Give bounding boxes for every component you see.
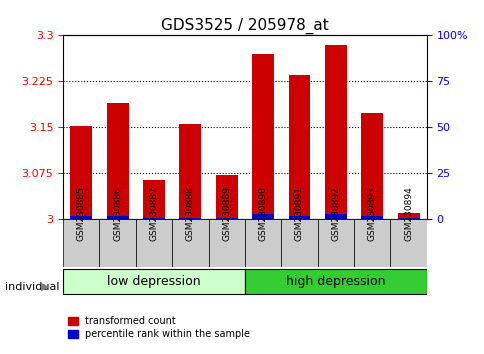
Bar (70, 216, 92, 219)
Text: GSM230888: GSM230888 (185, 186, 195, 241)
FancyBboxPatch shape (281, 219, 317, 267)
Bar (215, 175, 237, 219)
Bar (252, 54, 273, 219)
Bar (324, 214, 346, 219)
Text: GSM230894: GSM230894 (403, 186, 412, 241)
Bar (361, 113, 382, 219)
FancyBboxPatch shape (208, 219, 244, 267)
Bar (215, 218, 237, 219)
Bar (106, 103, 128, 219)
FancyBboxPatch shape (63, 219, 99, 267)
Text: GSM230890: GSM230890 (258, 186, 267, 241)
FancyBboxPatch shape (353, 219, 390, 267)
Text: GSM230893: GSM230893 (367, 186, 376, 241)
Bar (397, 213, 419, 219)
FancyBboxPatch shape (390, 219, 426, 267)
FancyBboxPatch shape (99, 219, 136, 267)
Bar (70, 126, 92, 219)
Text: GSM230891: GSM230891 (294, 186, 303, 241)
Legend: transformed count, percentile rank within the sample: transformed count, percentile rank withi… (68, 316, 250, 339)
Bar (288, 75, 310, 219)
Bar (324, 45, 346, 219)
Text: GSM230887: GSM230887 (149, 186, 158, 241)
Bar (288, 216, 310, 219)
Bar (143, 179, 165, 219)
Bar (252, 214, 273, 219)
Bar (397, 218, 419, 219)
Text: GSM230885: GSM230885 (76, 186, 86, 241)
Bar (361, 216, 382, 219)
FancyBboxPatch shape (136, 219, 172, 267)
Text: high depression: high depression (286, 275, 385, 288)
Text: GSM230889: GSM230889 (222, 186, 231, 241)
Text: low depression: low depression (107, 275, 200, 288)
Text: GSM230892: GSM230892 (331, 186, 340, 241)
FancyBboxPatch shape (172, 219, 208, 267)
Text: GSM230886: GSM230886 (113, 186, 122, 241)
FancyBboxPatch shape (63, 269, 244, 294)
FancyBboxPatch shape (244, 219, 281, 267)
Bar (106, 216, 128, 219)
Bar (179, 124, 201, 219)
Bar (143, 218, 165, 219)
Title: GDS3525 / 205978_at: GDS3525 / 205978_at (161, 18, 328, 34)
Text: ▶: ▶ (41, 282, 50, 292)
FancyBboxPatch shape (244, 269, 426, 294)
Text: individual: individual (5, 282, 59, 292)
Bar (179, 218, 201, 219)
FancyBboxPatch shape (317, 219, 353, 267)
